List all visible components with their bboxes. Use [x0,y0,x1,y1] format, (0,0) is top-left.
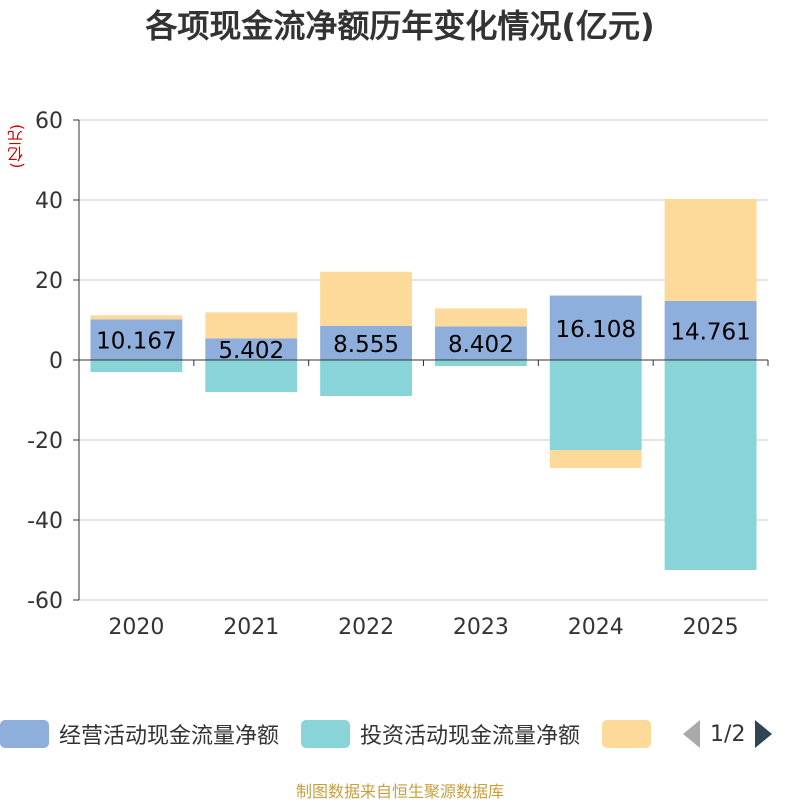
bar-2023-series-0 [434,326,527,360]
axes [73,119,769,601]
bar-2020-series-1 [90,360,183,372]
chart-plot: 60 40 20 0 -20 -40 -60 10.167 2020 5.402 2021 8.555… [27,109,769,640]
data-label-2020: 10.167 [96,329,176,355]
data-label-2022: 8.555 [333,332,399,358]
bar-2022-series-2 [320,271,413,326]
bar-2025-series-0 [664,300,757,360]
y-tick-label: 40 [35,189,63,214]
bar-2020-series-2 [90,315,183,320]
x-tick-label-2024: 2024 [568,615,624,640]
x-tick-label-2023: 2023 [453,615,509,640]
legend-page-indicator: 1/2 [710,721,746,747]
chart-title: 各项现金流净额历年变化情况(亿元) [145,7,655,45]
labels: 60 40 20 0 -20 -40 -60 10.167 2020 5.402 2021 8.555… [27,109,751,640]
legend-pager: 1/2 [683,720,773,748]
y-tick-label: -20 [27,429,63,454]
bar-2025-series-2 [664,198,757,301]
bar-2021-series-2 [205,312,298,339]
legend-label-operating: 经营活动现金流量净额 [59,724,280,749]
bar-2022-series-1 [320,360,413,396]
bar-2021-series-0 [205,338,298,360]
data-label-2021: 5.402 [218,338,284,364]
data-source: 制图数据来自恒生聚源数据库 [295,782,504,801]
bars [90,198,757,570]
legend-item-investing[interactable]: 投资活动现金流量净额 [301,718,580,750]
y-tick-label: -40 [27,509,63,534]
y-tick-label: 60 [35,109,63,134]
legend: 经营活动现金流量净额 投资活动现金流量净额 1/2 [0,712,800,756]
data-label-2025: 14.761 [670,319,750,345]
x-tick-label-2021: 2021 [223,615,279,640]
x-tick-label-2022: 2022 [338,615,394,640]
x-tick-label-2020: 2020 [108,615,164,640]
bar-2023-series-2 [434,308,527,327]
data-label-2024: 16.108 [556,317,636,343]
bar-2025-series-1 [664,360,757,570]
bar-2021-series-1 [205,360,298,392]
y-tick-label: 0 [49,349,63,374]
bar-2024-series-0 [549,295,642,360]
bar-2024-series-2 [549,450,642,468]
bar-2020-series-0 [90,319,183,360]
bar-2023-series-1 [434,360,527,366]
legend-item-operating[interactable]: 经营活动现金流量净额 [0,718,279,750]
y-tick-label: 20 [35,269,63,294]
legend-swatch-investing [301,720,351,748]
legend-next-icon[interactable] [755,720,773,748]
data-label-2023: 8.402 [448,332,514,358]
legend-prev-icon[interactable] [683,720,701,748]
legend-swatch-operating [0,720,49,748]
legend-swatch-financing [602,720,652,748]
legend-item-financing[interactable] [602,720,661,748]
legend-label-investing: 投资活动现金流量净额 [360,724,581,749]
bar-2022-series-0 [320,325,413,360]
bar-2024-series-1 [549,360,642,450]
y-tick-label: -60 [27,589,63,614]
x-tick-label-2025: 2025 [683,615,739,640]
